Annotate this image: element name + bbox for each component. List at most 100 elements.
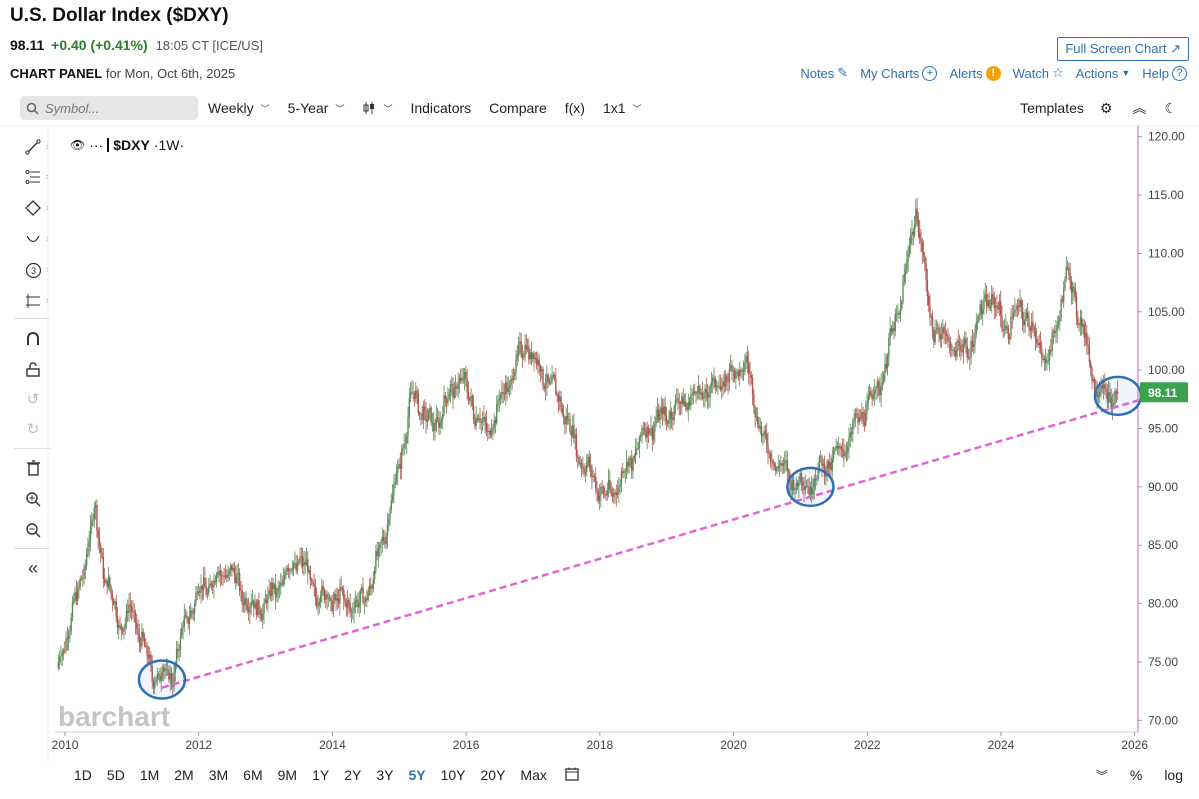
collapse-icon[interactable]: ︽ — [1132, 100, 1147, 116]
expand-down-icon[interactable]: ︾ — [1095, 768, 1108, 783]
candle-body — [137, 628, 139, 635]
actions-menu[interactable]: Actions ▼ — [1076, 66, 1131, 81]
candle — [906, 249, 908, 275]
candle — [861, 403, 863, 425]
color-swatch[interactable] — [107, 138, 110, 152]
candle-body — [970, 340, 972, 358]
range-button-2y[interactable]: 2Y — [344, 767, 362, 783]
collapse-tools-icon[interactable]: « — [27, 557, 38, 578]
series-label[interactable]: 👁 ··· $DXY ·1W· — [70, 137, 184, 153]
candle — [574, 428, 576, 450]
candle-body — [352, 611, 354, 613]
zoom-in-icon[interactable] — [22, 488, 44, 510]
my-charts-link[interactable]: My Charts + — [860, 65, 938, 81]
candle — [327, 591, 330, 608]
indicators-button[interactable]: Indicators — [410, 100, 472, 116]
candle-body — [110, 587, 112, 594]
candle — [1074, 282, 1076, 303]
function-button[interactable]: f(x) — [564, 100, 585, 116]
full-screen-chart-button[interactable]: Full Screen Chart ↗ — [1057, 37, 1189, 61]
candle-body — [232, 568, 234, 571]
candle-body — [998, 301, 1001, 310]
candle-body — [60, 656, 62, 658]
candle-body — [259, 610, 261, 616]
candle-body — [156, 674, 159, 679]
candle — [259, 605, 261, 622]
range-button-max[interactable]: Max — [520, 767, 547, 783]
candle — [699, 384, 701, 401]
candle — [492, 423, 494, 440]
compare-button[interactable]: Compare — [489, 100, 547, 116]
candle — [753, 389, 755, 414]
range-button-20y[interactable]: 20Y — [480, 767, 506, 783]
percent-toggle[interactable]: % — [1129, 767, 1143, 783]
candle — [848, 427, 850, 459]
candle-body — [91, 520, 93, 527]
range-button-10y[interactable]: 10Y — [440, 767, 466, 783]
templates-button[interactable]: Templates — [1020, 100, 1084, 116]
candle-body — [584, 472, 587, 474]
interval-select[interactable]: Weekly ﹀ — [208, 100, 270, 116]
highlight-circle — [786, 466, 835, 508]
candle — [709, 384, 711, 408]
y-tick-label: 85.00 — [1148, 538, 1178, 552]
range-button-3y[interactable]: 3Y — [376, 767, 394, 783]
candle-body — [976, 320, 979, 323]
candle-body — [700, 392, 702, 395]
candle-body — [516, 353, 519, 359]
candle — [854, 407, 857, 427]
candle-body — [605, 495, 607, 496]
zoom-out-icon[interactable] — [22, 519, 44, 541]
unlock-icon[interactable] — [22, 358, 44, 380]
eye-icon[interactable]: 👁 — [70, 138, 86, 152]
full-screen-label: Full Screen Chart — [1065, 41, 1167, 56]
range-button-1y[interactable]: 1Y — [312, 767, 330, 783]
layout-value: 1x1 — [602, 100, 626, 116]
moon-icon[interactable]: ☾ — [1164, 99, 1177, 116]
log-toggle[interactable]: log — [1164, 767, 1183, 783]
candle-body — [62, 650, 65, 654]
range-button-5d[interactable]: 5D — [106, 767, 125, 783]
help-link[interactable]: Help? — [1142, 65, 1187, 81]
gear-icon[interactable]: ⚙ — [1099, 99, 1113, 116]
watch-link[interactable]: Watch ☆ — [1013, 65, 1064, 81]
candle — [182, 620, 184, 640]
range-button-9m[interactable]: 9M — [277, 767, 298, 783]
redo-icon[interactable]: ↻ — [26, 421, 40, 438]
candle-body — [238, 573, 241, 591]
candle — [286, 564, 288, 575]
candle — [435, 405, 438, 433]
undo-icon[interactable]: ↺ — [26, 391, 40, 408]
candle-body — [696, 391, 698, 394]
symbol-search[interactable] — [20, 96, 198, 120]
range-button-3m[interactable]: 3M — [208, 767, 229, 783]
range-button-5y[interactable]: 5Y — [408, 767, 426, 783]
candle-body — [799, 473, 801, 484]
range-button-1m[interactable]: 1M — [139, 767, 160, 783]
symbol-input[interactable] — [45, 100, 185, 116]
trash-icon[interactable] — [22, 457, 44, 479]
candle — [575, 428, 578, 463]
candle — [687, 393, 689, 422]
calendar-icon[interactable] — [565, 767, 579, 784]
candle-body — [795, 482, 797, 490]
candle-body — [965, 338, 967, 347]
candle-body — [388, 519, 390, 525]
more-icon[interactable]: ··· — [89, 137, 104, 153]
candle — [550, 373, 552, 386]
range-button-1d[interactable]: 1D — [74, 767, 92, 783]
candle-body — [550, 382, 552, 384]
alerts-link[interactable]: Alerts! — [949, 65, 1001, 81]
notes-link[interactable]: Notes ✎ — [800, 65, 848, 81]
range-button-6m[interactable]: 6M — [243, 767, 263, 783]
candle — [589, 453, 592, 478]
range-button-2m[interactable]: 2M — [174, 767, 194, 783]
period-select[interactable]: 5-Year ﹀ — [288, 100, 345, 116]
price-chart[interactable]: 120.00115.00110.00105.00100.0095.0090.00… — [0, 125, 1199, 763]
magnet-icon[interactable] — [22, 328, 44, 350]
layout-select[interactable]: 1x1 ﹀ — [603, 100, 642, 116]
candle-body — [436, 417, 439, 419]
chart-type-select[interactable]: ﹀ — [362, 101, 392, 115]
page-title: U.S. Dollar Index ($DXY) — [10, 5, 229, 26]
candle — [886, 352, 889, 376]
